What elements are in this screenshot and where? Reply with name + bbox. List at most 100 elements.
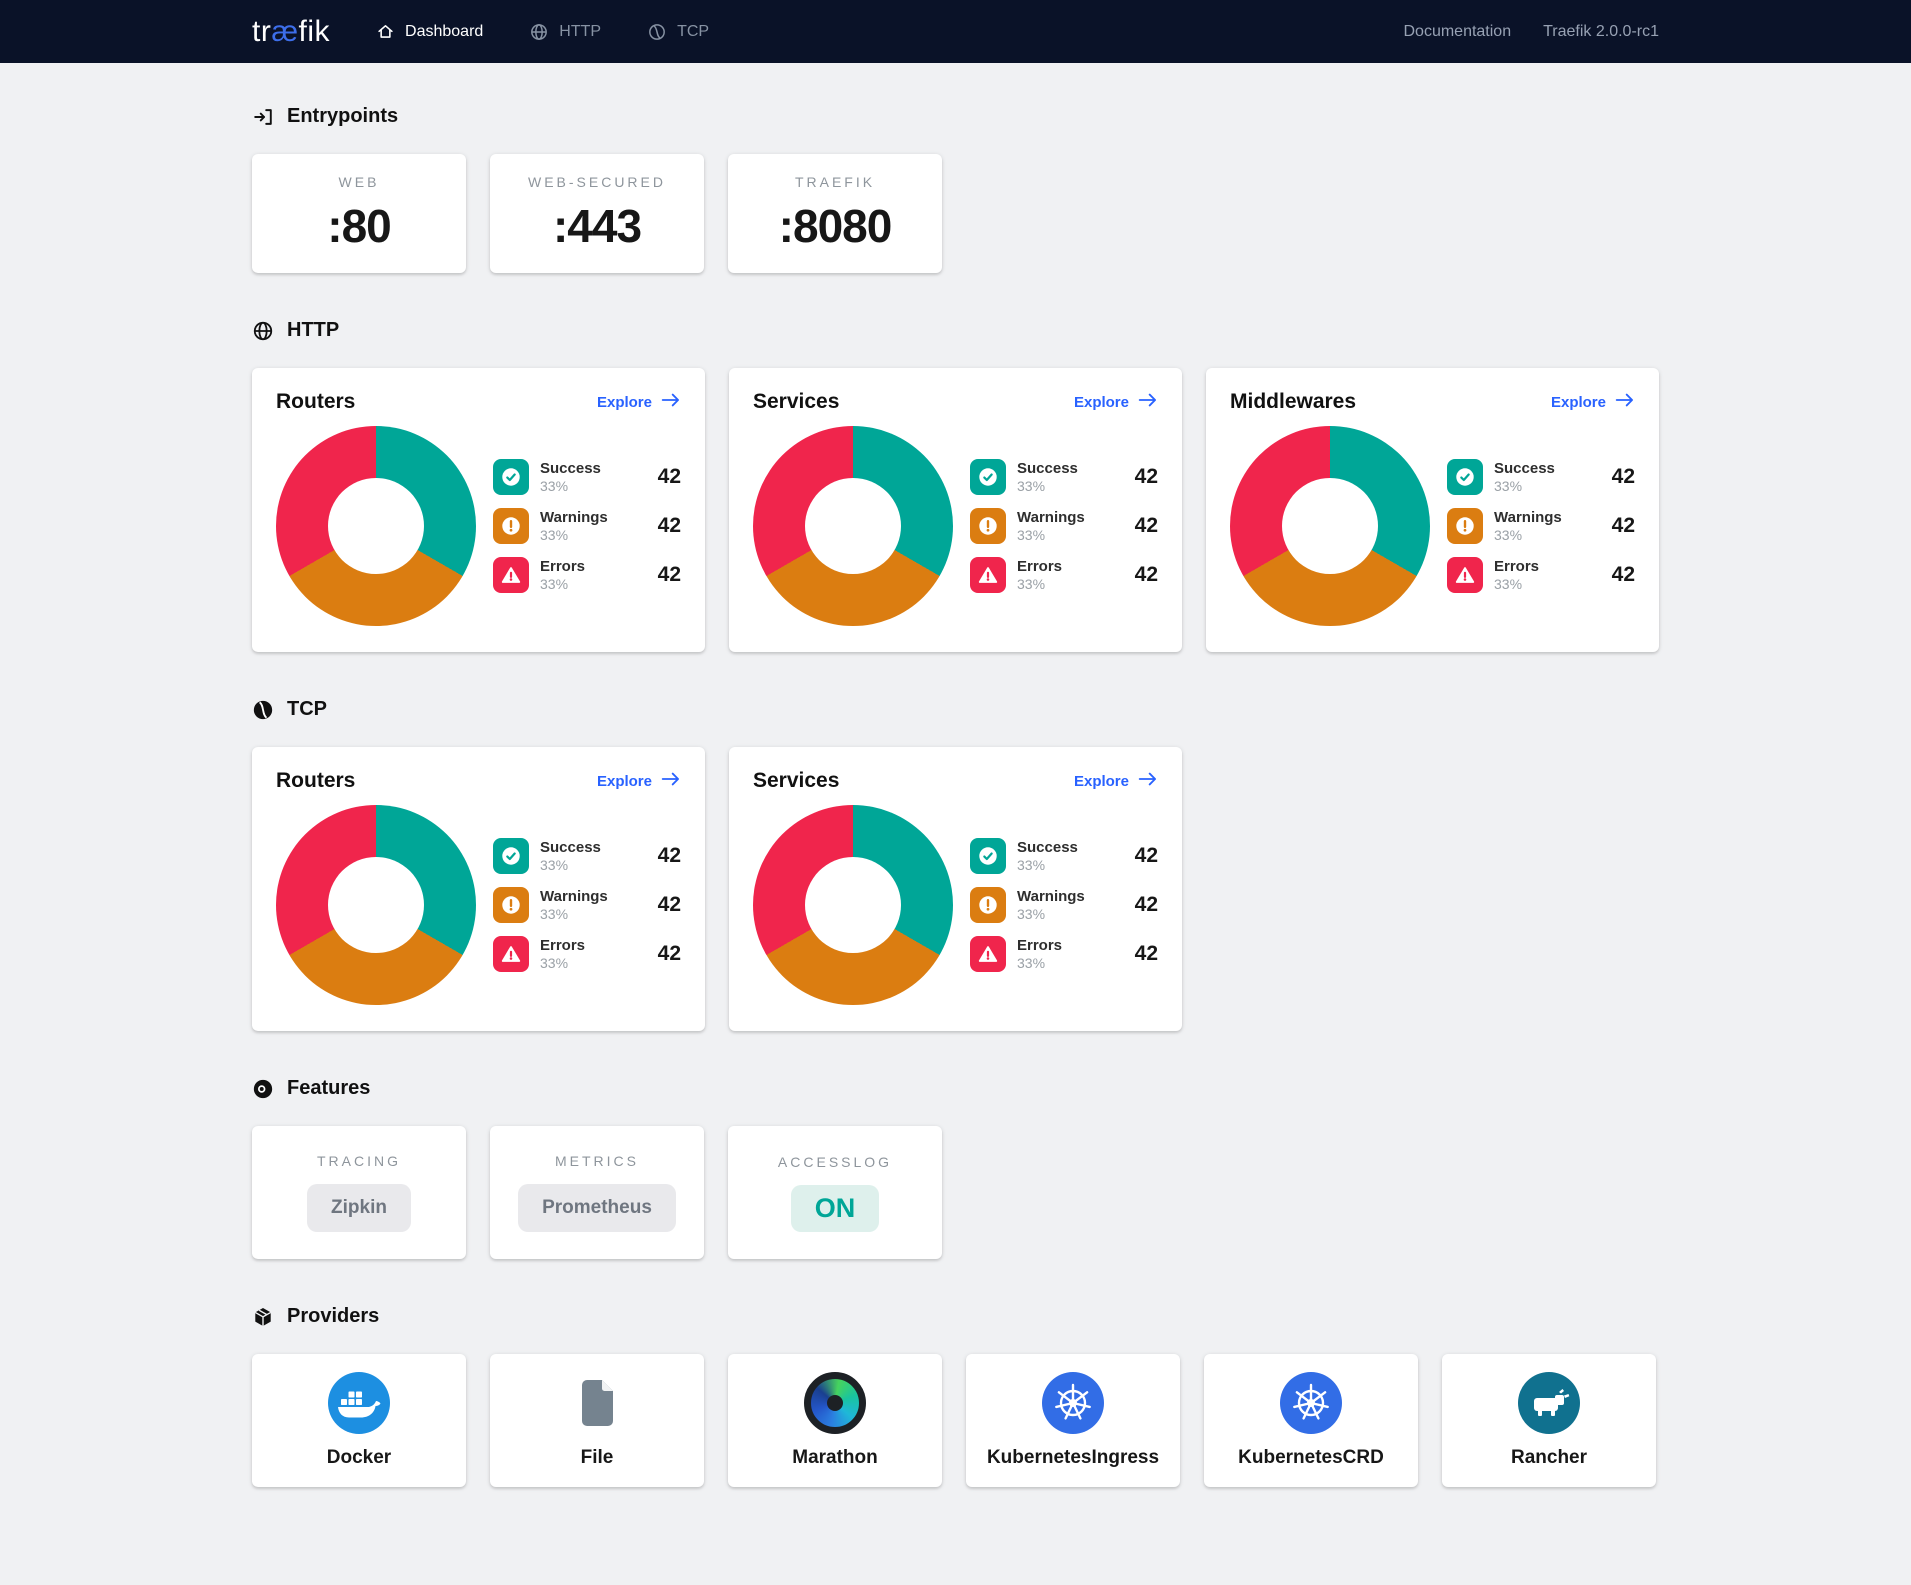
legend-value: 42 (1134, 563, 1158, 586)
legend-row-warnings: Warnings 33% 42 (970, 508, 1158, 544)
documentation-link[interactable]: Documentation (1403, 22, 1512, 40)
card-title: Services (753, 390, 840, 413)
legend-percent: 33% (1017, 477, 1046, 494)
check-circle-icon (493, 838, 529, 874)
feature-card-tracing: TRACING Zipkin (252, 1126, 466, 1259)
check-circle-icon (970, 459, 1006, 495)
legend-label: Errors (1494, 557, 1540, 575)
legend-row-warnings: Warnings 33% 42 (493, 508, 681, 544)
legend-row-success: Success 33% 42 (493, 459, 681, 495)
arrow-right-icon (661, 392, 681, 412)
card-title: Services (753, 769, 840, 792)
legend-label: Errors (1017, 936, 1063, 954)
legend-label: Errors (540, 936, 586, 954)
provider-name: Marathon (792, 1447, 878, 1468)
entrypoint-card-web-secured: WEB-SECURED :443 (490, 154, 704, 273)
tcp-services-card: Services Explore Success 33% 42 War (729, 747, 1182, 1031)
legend-percent: 33% (540, 905, 569, 922)
explore-link[interactable]: Explore (1074, 771, 1158, 791)
status-donut-chart (276, 426, 476, 626)
http-routers-card: Routers Explore Success 33% 42 Warn (252, 368, 705, 652)
status-donut-chart (753, 426, 953, 626)
legend-value: 42 (657, 844, 681, 867)
warning-triangle-icon (970, 557, 1006, 593)
entrypoint-card-traefik: TRAEFIK :8080 (728, 154, 942, 273)
provider-name: KubernetesCRD (1238, 1447, 1384, 1468)
exclaim-circle-icon (970, 887, 1006, 923)
legend-label: Warnings (1017, 887, 1085, 905)
arrow-right-icon (1615, 392, 1635, 412)
docker-whale-icon (328, 1372, 390, 1434)
toggle-icon (252, 1078, 274, 1100)
status-donut-chart (753, 805, 953, 1005)
feature-value-pill-on: ON (790, 1184, 880, 1232)
logo-text2: fik (298, 14, 331, 48)
donut-legend: Success 33% 42 Warnings 33% 42 Errors 33% 4… (970, 838, 1158, 972)
donut-legend: Success 33% 42 Warnings 33% 42 Errors 33% 4… (1447, 459, 1635, 593)
legend-label: Errors (540, 557, 586, 575)
explore-link[interactable]: Explore (1074, 392, 1158, 412)
feature-card-accesslog: ACCESSLOG ON (728, 1126, 942, 1259)
traefik-logo[interactable]: træfik (252, 15, 330, 49)
provider-card-rancher: Rancher (1442, 1354, 1656, 1487)
provider-name: Docker (326, 1447, 392, 1468)
explore-link[interactable]: Explore (1551, 392, 1635, 412)
legend-percent: 33% (1494, 526, 1523, 543)
section-title: Features (287, 1077, 371, 1099)
feature-card-metrics: METRICS Prometheus (490, 1126, 704, 1259)
nav-item-tcp[interactable]: TCP (647, 22, 709, 42)
logo-text: tr (252, 14, 272, 48)
section-title: Providers (287, 1305, 380, 1327)
http-middlewares-card: Middlewares Explore Success 33% 42 (1206, 368, 1659, 652)
legend-label: Warnings (1494, 508, 1562, 526)
legend-label: Success (540, 838, 601, 856)
tcp-section-heading: TCP (252, 698, 1659, 721)
legend-value: 42 (1134, 942, 1158, 965)
exclaim-circle-icon (493, 508, 529, 544)
explore-link[interactable]: Explore (597, 771, 681, 791)
legend-label: Success (1017, 459, 1078, 477)
card-title: Routers (276, 769, 356, 792)
legend-percent: 33% (1017, 905, 1046, 922)
feature-name: TRACING (317, 1153, 401, 1169)
legend-label: Warnings (540, 508, 608, 526)
package-icon (252, 1306, 274, 1328)
features-section-heading: Features (252, 1077, 1659, 1100)
globe-icon (529, 22, 549, 42)
section-title: HTTP (287, 319, 340, 341)
warning-triangle-icon (493, 936, 529, 972)
explore-link[interactable]: Explore (597, 392, 681, 412)
arrow-right-icon (1138, 771, 1158, 791)
check-circle-icon (1447, 459, 1483, 495)
exclaim-circle-icon (970, 508, 1006, 544)
legend-value: 42 (1134, 465, 1158, 488)
rancher-cow-icon (1518, 1372, 1580, 1434)
legend-label: Warnings (1017, 508, 1085, 526)
explore-label: Explore (1550, 393, 1606, 411)
nav-item-dashboard[interactable]: Dashboard (376, 22, 483, 41)
entrypoint-name: TRAEFIK (794, 174, 876, 190)
entrypoint-port: :8080 (778, 200, 893, 252)
check-circle-icon (493, 459, 529, 495)
feature-name: ACCESSLOG (777, 1153, 893, 1170)
file-icon (566, 1372, 628, 1434)
legend-percent: 33% (1494, 477, 1523, 494)
legend-row-warnings: Warnings 33% 42 (493, 887, 681, 923)
entrypoint-port: :80 (327, 200, 391, 252)
entrypoint-name: WEB-SECURED (527, 174, 666, 190)
legend-value: 42 (657, 893, 681, 916)
provider-card-docker: Docker (252, 1354, 466, 1487)
card-title: Middlewares (1230, 390, 1357, 413)
providers-section-heading: Providers (252, 1305, 1659, 1328)
tcp-ball-icon (252, 699, 274, 721)
provider-name: KubernetesIngress (986, 1447, 1160, 1468)
legend-value: 42 (1611, 514, 1635, 537)
feature-name: METRICS (555, 1153, 639, 1169)
nav-item-http[interactable]: HTTP (529, 22, 601, 42)
kubernetes-wheel-icon (1280, 1372, 1342, 1434)
entrypoint-card-web: WEB :80 (252, 154, 466, 273)
legend-label: Success (1017, 838, 1078, 856)
legend-row-success: Success 33% 42 (1447, 459, 1635, 495)
nav-label: Dashboard (405, 22, 484, 40)
http-section-heading: HTTP (252, 319, 1659, 342)
